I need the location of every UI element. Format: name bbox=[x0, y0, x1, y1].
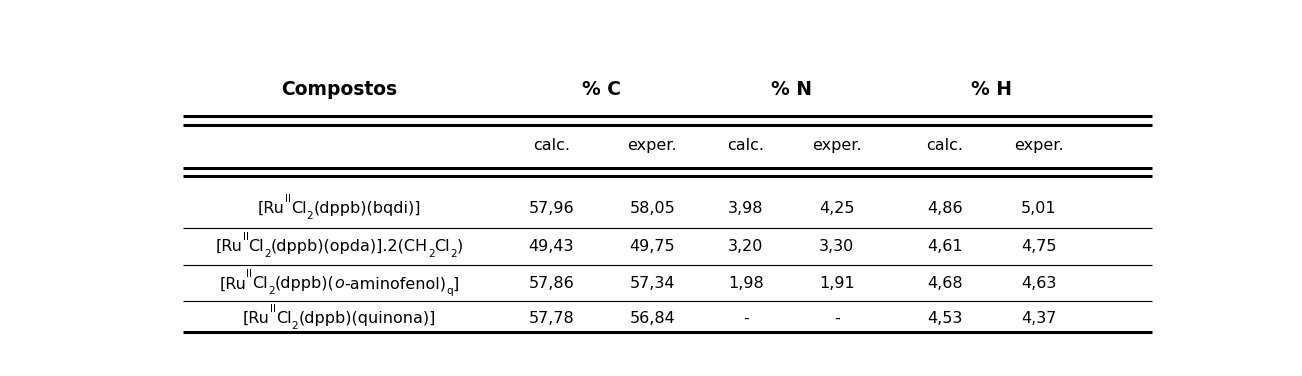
Text: 3,98: 3,98 bbox=[728, 201, 764, 216]
Text: 57,86: 57,86 bbox=[529, 276, 574, 291]
Text: 4,63: 4,63 bbox=[1021, 276, 1056, 291]
Text: calc.: calc. bbox=[728, 138, 764, 153]
Text: 1,98: 1,98 bbox=[728, 276, 764, 291]
Text: o: o bbox=[335, 276, 344, 291]
Text: Compostos: Compostos bbox=[281, 80, 397, 100]
Text: ): ) bbox=[457, 239, 464, 254]
Text: 4,25: 4,25 bbox=[819, 201, 854, 216]
Text: 57,34: 57,34 bbox=[629, 276, 674, 291]
Text: calc.: calc. bbox=[926, 138, 963, 153]
Text: 4,68: 4,68 bbox=[927, 276, 962, 291]
Text: 3,30: 3,30 bbox=[819, 239, 854, 254]
Text: exper.: exper. bbox=[812, 138, 862, 153]
Text: [Ru: [Ru bbox=[258, 201, 285, 216]
Text: 2: 2 bbox=[450, 249, 457, 259]
Text: Cl: Cl bbox=[249, 239, 264, 254]
Text: calc.: calc. bbox=[533, 138, 570, 153]
Text: 2: 2 bbox=[428, 249, 435, 259]
Text: 2: 2 bbox=[292, 321, 298, 331]
Text: exper.: exper. bbox=[628, 138, 677, 153]
Text: [Ru: [Ru bbox=[216, 239, 242, 254]
Text: [Ru: [Ru bbox=[243, 311, 270, 326]
Text: q: q bbox=[447, 286, 453, 296]
Text: -: - bbox=[833, 311, 840, 326]
Text: 49,43: 49,43 bbox=[529, 239, 574, 254]
Text: 2: 2 bbox=[264, 249, 271, 259]
Text: 4,37: 4,37 bbox=[1021, 311, 1056, 326]
Text: 5,01: 5,01 bbox=[1021, 201, 1056, 216]
Text: -aminofenol): -aminofenol) bbox=[344, 276, 447, 291]
Text: II: II bbox=[285, 194, 290, 204]
Text: (dppb)(bqdi)]: (dppb)(bqdi)] bbox=[314, 201, 421, 216]
Text: % N: % N bbox=[771, 80, 812, 100]
Text: 56,84: 56,84 bbox=[629, 311, 674, 326]
Text: II: II bbox=[270, 304, 276, 314]
Text: 49,75: 49,75 bbox=[629, 239, 674, 254]
Text: 4,61: 4,61 bbox=[927, 239, 962, 254]
Text: Cl: Cl bbox=[276, 311, 292, 326]
Text: 3,20: 3,20 bbox=[728, 239, 764, 254]
Text: ]: ] bbox=[453, 276, 460, 291]
Text: 1,91: 1,91 bbox=[819, 276, 854, 291]
Text: Cl: Cl bbox=[435, 239, 450, 254]
Text: exper.: exper. bbox=[1014, 138, 1064, 153]
Text: 2: 2 bbox=[306, 211, 314, 221]
Text: -: - bbox=[743, 311, 749, 326]
Text: % C: % C bbox=[582, 80, 621, 100]
Text: Cl: Cl bbox=[290, 201, 306, 216]
Text: 4,75: 4,75 bbox=[1021, 239, 1056, 254]
Text: II: II bbox=[242, 232, 249, 242]
Text: Cl: Cl bbox=[253, 276, 268, 291]
Text: 4,86: 4,86 bbox=[927, 201, 962, 216]
Text: (dppb)(opda)].2(CH: (dppb)(opda)].2(CH bbox=[271, 239, 428, 254]
Text: % H: % H bbox=[971, 80, 1012, 100]
Text: 57,78: 57,78 bbox=[529, 311, 574, 326]
Text: II: II bbox=[246, 270, 253, 279]
Text: 4,53: 4,53 bbox=[927, 311, 962, 326]
Text: (dppb)(quinona)]: (dppb)(quinona)] bbox=[298, 311, 436, 326]
Text: (dppb)(: (dppb)( bbox=[275, 276, 335, 291]
Text: 58,05: 58,05 bbox=[629, 201, 674, 216]
Text: [Ru: [Ru bbox=[220, 276, 246, 291]
Text: 57,96: 57,96 bbox=[529, 201, 574, 216]
Text: 2: 2 bbox=[268, 286, 275, 296]
